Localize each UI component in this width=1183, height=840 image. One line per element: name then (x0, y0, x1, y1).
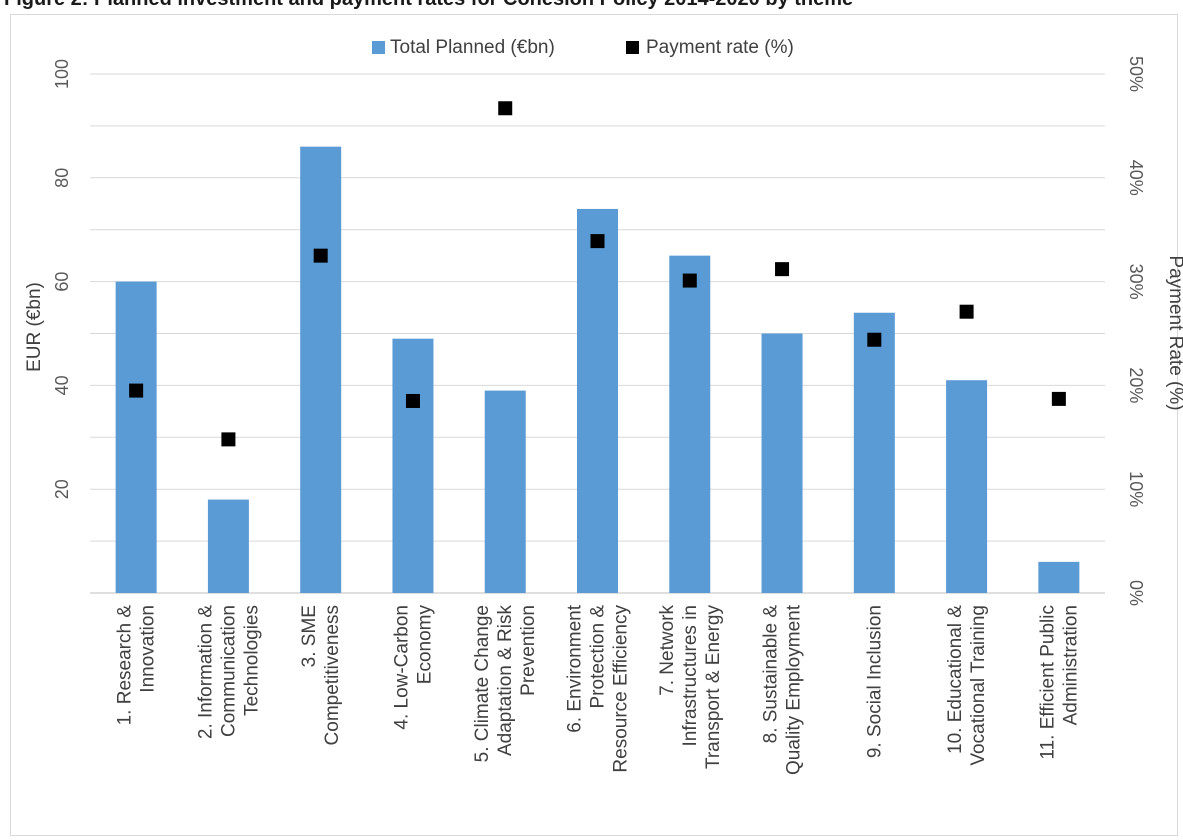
right-axis-ticks: 0% 10% 20% 30% 40% 50% (1126, 56, 1146, 606)
category-label-line: Technologies (241, 605, 262, 716)
left-axis-ticks: 20 40 60 80 100 (52, 59, 72, 499)
bar (1038, 561, 1080, 593)
payment-rate-marker (590, 234, 605, 249)
category-label: 11. Efficient Public Administration (1037, 605, 1081, 760)
category-label-line: Communication (218, 605, 239, 737)
category-label-line: Prevention (518, 605, 539, 696)
payment-rate-marker (682, 273, 697, 288)
bar (577, 208, 618, 593)
payment-rate-marker (775, 262, 790, 277)
left-tick-label: 100 (52, 59, 72, 89)
left-tick-label: 20 (52, 479, 72, 499)
right-tick-label: 30% (1126, 264, 1146, 300)
right-tick-label: 0% (1126, 580, 1146, 606)
legend: Total Planned (€bn) Payment rate (%) (372, 37, 794, 58)
bar (761, 333, 803, 593)
left-axis-title: EUR (€bn) (24, 282, 45, 372)
category-label-line: 9. Social Inclusion (864, 605, 885, 758)
category-label-line: Administration (1060, 605, 1081, 725)
marker-series (129, 101, 1066, 447)
category-label: 7. Network Infrastructures in Transport & … (657, 605, 724, 770)
category-label: 10. Educational & Vocational Training (945, 605, 989, 766)
legend-marker-swatch (626, 41, 639, 54)
category-label-line: Protection & (588, 605, 609, 709)
legend-bar-label: Total Planned (€bn) (390, 37, 555, 58)
category-label: 1. Research & Innovation (115, 605, 159, 726)
figure-caption: Figure 2: Planned investment and payment… (4, 0, 853, 11)
category-label-line: 10. Educational & (945, 605, 966, 754)
category-label-line: 3. SME (299, 605, 320, 667)
category-label-line: 1. Research & (115, 605, 136, 726)
category-label: 6. Environment Protection & Resource Effic… (565, 604, 632, 772)
category-label-line: Quality Employment (784, 604, 805, 775)
payment-rate-marker (1051, 391, 1066, 406)
bar (946, 380, 988, 593)
right-tick-label: 20% (1126, 367, 1146, 403)
category-label: 9. Social Inclusion (864, 605, 885, 758)
category-label-line: 5. Climate Change (472, 605, 493, 762)
category-label-line: Innovation (138, 605, 159, 693)
left-tick-label: 80 (52, 168, 72, 188)
category-label-line: 11. Efficient Public (1037, 605, 1058, 760)
payment-rate-marker (129, 383, 144, 398)
category-label-line: 7. Network (657, 605, 678, 696)
payment-rate-marker (867, 332, 882, 347)
payment-rate-marker (221, 432, 236, 447)
category-label-line: 2. Information & (195, 605, 216, 739)
category-labels: 1. Research & Innovation 2. Information & C… (115, 604, 1082, 775)
bar (115, 281, 157, 593)
bar (669, 255, 711, 593)
category-label-line: Vocational Training (968, 605, 989, 766)
category-label: 4. Low-Carbon Economy (391, 605, 435, 730)
category-label: 3. SME Competitiveness (299, 605, 343, 745)
category-label-line: Transport & Energy (703, 605, 724, 770)
left-tick-label: 40 (52, 375, 72, 395)
legend-bar-swatch (372, 41, 385, 54)
right-axis-title: Payment Rate (%) (1165, 255, 1183, 410)
bar (484, 390, 526, 593)
category-label-line: Resource Efficiency (611, 605, 632, 773)
category-label-line: 4. Low-Carbon (391, 605, 412, 730)
category-label-line: 8. Sustainable & (761, 605, 782, 744)
payment-rate-marker (313, 248, 328, 263)
right-tick-label: 50% (1126, 56, 1146, 92)
bar (300, 146, 342, 593)
bar-series (115, 146, 1080, 593)
bar (392, 338, 434, 593)
chart-frame (10, 14, 1178, 836)
category-label: 2. Information & Communication Technologie… (195, 605, 262, 739)
right-tick-label: 10% (1126, 471, 1146, 507)
payment-rate-marker (498, 101, 513, 116)
category-label-line: 6. Environment (565, 604, 586, 733)
payment-rate-marker (959, 304, 974, 319)
right-tick-label: 40% (1126, 160, 1146, 196)
legend-marker-label: Payment rate (%) (646, 37, 794, 58)
category-label: 5. Climate Change Adaptation & Risk Preven… (472, 605, 539, 763)
category-label-line: Competitiveness (322, 605, 343, 745)
category-label-line: Economy (414, 605, 435, 685)
bar (207, 499, 249, 593)
left-tick-label: 60 (52, 272, 72, 292)
category-label-line: Adaptation & Risk (495, 605, 516, 757)
category-label-line: Infrastructures in (680, 605, 701, 747)
payment-rate-marker (405, 393, 420, 408)
category-label: 8. Sustainable & Quality Employment (761, 604, 805, 775)
bar (853, 312, 895, 593)
